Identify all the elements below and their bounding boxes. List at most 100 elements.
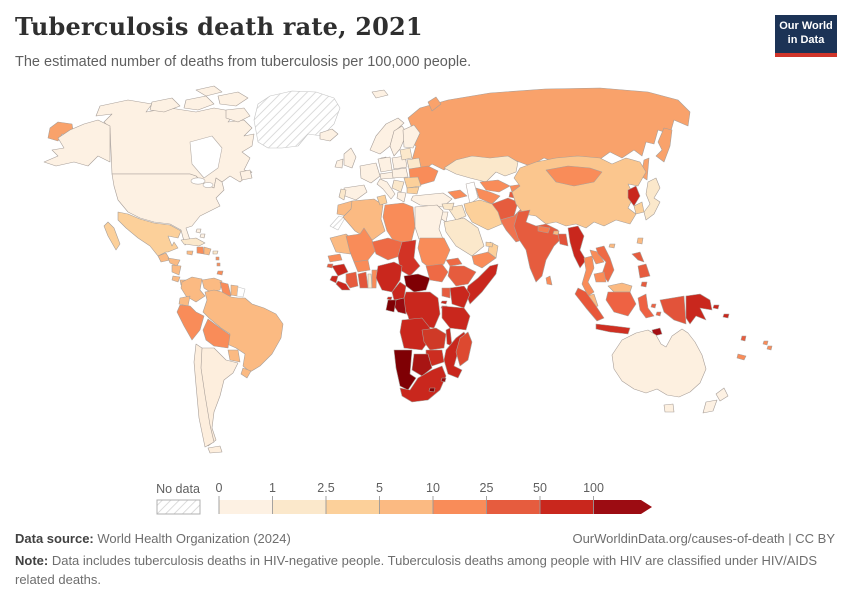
country-finland[interactable] (403, 125, 420, 148)
country-libya[interactable] (383, 203, 415, 243)
country-cote-divoire[interactable] (346, 272, 358, 288)
country-uganda[interactable] (442, 288, 450, 298)
country-svalbard[interactable] (372, 90, 388, 98)
country-sumatra[interactable] (575, 288, 604, 321)
country-sierra-leone[interactable] (330, 276, 338, 283)
country-antilles[interactable] (216, 257, 220, 266)
country-bahamas[interactable] (196, 229, 205, 238)
country-russia[interactable] (406, 88, 690, 170)
country-eswatini[interactable] (441, 378, 446, 382)
country-central-europe[interactable] (392, 168, 408, 178)
country-ghana[interactable] (358, 272, 368, 288)
country-malawi[interactable] (446, 328, 452, 346)
country-bulgaria[interactable] (407, 187, 419, 194)
country-baltics[interactable] (400, 148, 412, 160)
footer-link[interactable]: OurWorldinData.org/causes-of-death | CC … (572, 531, 835, 546)
country-new-zealand[interactable] (703, 388, 728, 413)
country-borneo-malaysia[interactable] (608, 283, 632, 292)
country-portugal[interactable] (339, 189, 346, 200)
country-senegal[interactable] (328, 254, 342, 262)
country-chad[interactable] (398, 240, 420, 276)
country-turkmenistan[interactable] (476, 188, 500, 204)
country-chile[interactable] (194, 344, 214, 447)
country-solomons[interactable] (713, 305, 729, 318)
country-uk[interactable] (344, 148, 356, 168)
country-ireland[interactable] (335, 159, 343, 168)
country-moluccas[interactable] (651, 304, 661, 316)
legend-bin-0[interactable] (219, 500, 273, 514)
country-papua-new-guinea[interactable] (686, 294, 712, 324)
country-haiti[interactable] (197, 247, 204, 254)
country-cuba[interactable] (181, 238, 205, 246)
world-choropleth-map[interactable] (0, 85, 850, 477)
country-brazil[interactable] (203, 290, 283, 372)
country-burkina-faso[interactable] (354, 260, 370, 272)
legend-bin-6[interactable] (540, 500, 594, 514)
country-honduras[interactable] (168, 258, 180, 266)
country-kazakhstan[interactable] (444, 156, 518, 182)
country-iran[interactable] (464, 200, 502, 230)
country-novaya-zemlya[interactable] (428, 97, 441, 111)
country-vietnam[interactable] (596, 246, 614, 282)
owid-logo[interactable]: Our World in Data (775, 15, 837, 57)
country-alaska[interactable] (44, 120, 110, 166)
country-bolivia[interactable] (203, 319, 230, 348)
legend-no-data-swatch[interactable] (157, 500, 200, 514)
country-zambia[interactable] (422, 328, 446, 350)
country-paraguay[interactable] (228, 350, 240, 362)
country-colombia[interactable] (181, 277, 205, 302)
country-venezuela[interactable] (202, 278, 222, 292)
country-france[interactable] (360, 163, 380, 183)
country-algeria[interactable] (343, 199, 385, 241)
country-saudi-arabia[interactable] (444, 218, 484, 256)
legend-bin-5[interactable] (486, 500, 541, 514)
country-australia[interactable] (612, 329, 706, 397)
legend-bin-2[interactable] (326, 500, 380, 514)
country-egypt[interactable] (415, 205, 443, 239)
country-namibia[interactable] (394, 350, 416, 390)
country-ecuador[interactable] (179, 296, 190, 306)
country-myanmar[interactable] (568, 226, 586, 268)
country-equatorial-guinea[interactable] (387, 297, 392, 300)
country-greece[interactable] (397, 192, 406, 202)
country-greenland-no-data[interactable] (254, 91, 340, 148)
country-germany[interactable] (378, 157, 392, 172)
country-guinea[interactable] (332, 264, 348, 276)
country-japan[interactable] (644, 178, 660, 220)
country-ethiopia[interactable] (448, 266, 476, 286)
country-jamaica[interactable] (187, 251, 193, 255)
country-yemen[interactable] (472, 252, 496, 268)
country-liberia[interactable] (336, 281, 350, 290)
country-puerto-rico[interactable] (213, 251, 218, 254)
country-costa-rica[interactable] (172, 276, 180, 282)
country-eritrea[interactable] (446, 258, 462, 266)
country-kamchatka[interactable] (656, 128, 672, 162)
country-iceland[interactable] (320, 129, 338, 141)
country-fiji[interactable] (763, 341, 772, 350)
country-tanzania[interactable] (442, 306, 470, 330)
country-trinidad[interactable] (217, 271, 223, 275)
country-taiwan[interactable] (637, 238, 643, 244)
country-south-sudan[interactable] (426, 264, 448, 282)
country-hainan[interactable] (609, 244, 615, 248)
country-norway[interactable] (370, 118, 404, 154)
country-kenya[interactable] (450, 286, 470, 308)
country-south-africa[interactable] (400, 366, 446, 402)
country-laos[interactable] (590, 250, 604, 264)
country-western-sahara-no-data[interactable] (330, 216, 345, 230)
country-dominican-republic[interactable] (204, 247, 211, 255)
country-caucasus[interactable] (448, 190, 467, 199)
country-togo[interactable] (368, 274, 372, 288)
map-legend[interactable]: No data 0 1 2.5 5 10 25 50 100 (0, 478, 850, 526)
country-nigeria[interactable] (376, 262, 402, 292)
legend-bin-4[interactable] (433, 500, 487, 514)
country-mongolia[interactable] (546, 166, 602, 186)
country-tierra-del-fuego[interactable] (208, 446, 222, 453)
country-tunisia[interactable] (377, 195, 387, 205)
country-nepal[interactable] (538, 226, 550, 233)
country-botswana[interactable] (412, 354, 432, 376)
country-gabon[interactable] (386, 300, 396, 312)
legend-bin-3[interactable] (379, 500, 434, 514)
country-vanuatu[interactable] (741, 336, 746, 341)
country-peru[interactable] (177, 305, 204, 340)
